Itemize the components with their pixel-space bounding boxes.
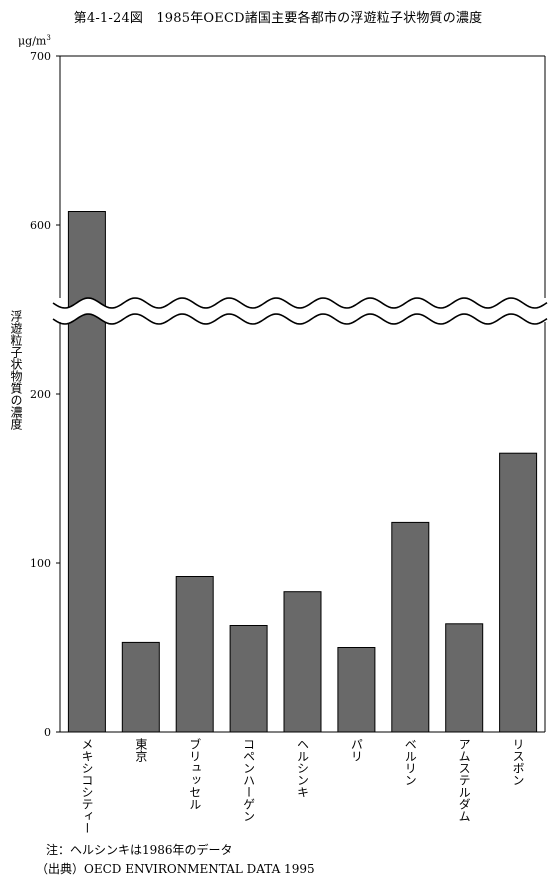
y-ticks-layer: 0 100 200 600 700 xyxy=(30,50,60,739)
bar-9 xyxy=(499,452,538,733)
axis-break-upper-line xyxy=(52,297,548,309)
unit-superscript: 3 xyxy=(46,34,51,42)
bar-6 xyxy=(337,647,376,733)
category-label-8: アムステルダム xyxy=(457,738,471,822)
category-label-7: ベルリン xyxy=(403,738,417,786)
plot-frame xyxy=(59,55,546,733)
chart-title: 第4-1-24図 1985年OECD諸国主要各都市の浮遊粒子状物質の濃度 xyxy=(73,11,483,26)
category-labels-layer: メキシコシティー 東京 ブリュッセル コペンハーゲン ヘルシンキ パリ ベルリン アムステルダ… xyxy=(80,737,525,834)
axis-break-lower-line xyxy=(52,313,548,325)
category-label-9: リスボン xyxy=(511,738,525,786)
y-axis-label: 浮遊粒子状物質の濃度 xyxy=(9,310,23,430)
footnote: 注：ヘルシンキは1986年のデータ xyxy=(46,843,233,857)
y-tick-label-200: 200 xyxy=(30,388,51,401)
category-label-3: ブリュッセル xyxy=(188,737,202,810)
bar-2 xyxy=(121,641,160,733)
source-note: （出典）OECD ENVIRONMENTAL DATA 1995 xyxy=(36,862,315,876)
y-tick-label-600: 600 xyxy=(30,219,51,232)
category-label-2: 東京 xyxy=(134,738,148,763)
bar-7 xyxy=(391,521,430,733)
bar-4 xyxy=(229,625,268,733)
y-tick-label-700: 700 xyxy=(30,50,51,63)
bar-1 xyxy=(67,211,106,733)
axis-break xyxy=(52,297,548,325)
category-label-4: コペンハーゲン xyxy=(242,738,256,822)
category-label-1: メキシコシティー xyxy=(80,738,94,834)
category-label-6: パリ xyxy=(349,738,363,762)
y-tick-label-0: 0 xyxy=(44,726,51,739)
category-label-5: ヘルシンキ xyxy=(296,738,310,798)
y-tick-label-100: 100 xyxy=(30,557,51,570)
unit-label: μg/m3 xyxy=(18,34,51,48)
bar-3 xyxy=(175,576,214,733)
axis-break-band xyxy=(53,298,547,324)
bar-8 xyxy=(445,623,484,733)
unit-text: μg/m xyxy=(18,34,47,48)
bar-5 xyxy=(283,591,322,733)
bars-layer xyxy=(67,211,538,733)
